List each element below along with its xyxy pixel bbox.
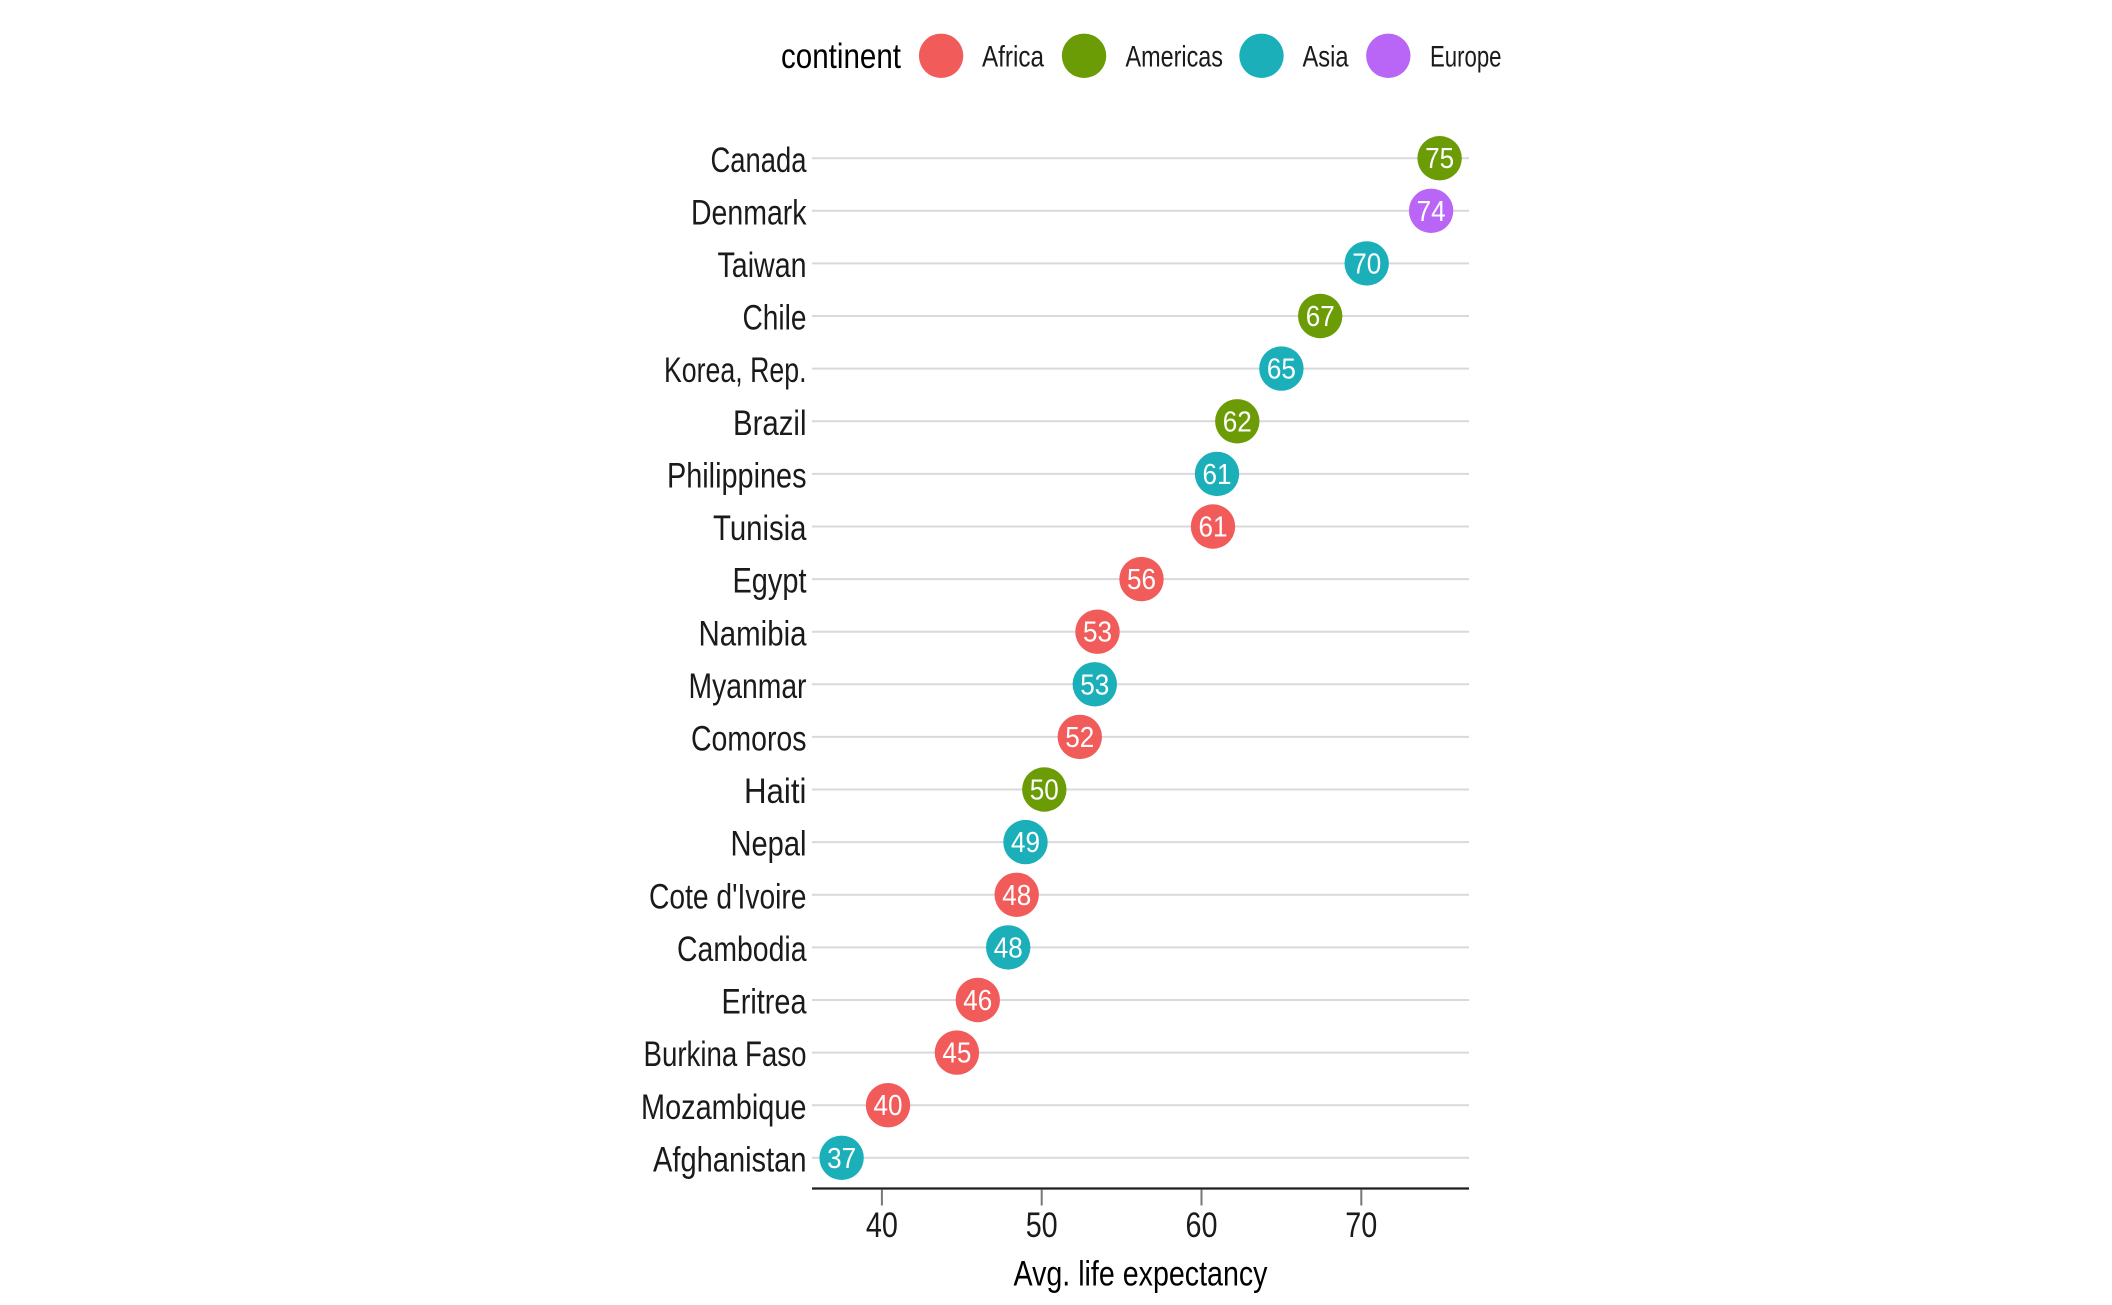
svg-text:Comoros: Comoros bbox=[691, 720, 807, 759]
svg-text:Egypt: Egypt bbox=[733, 562, 807, 601]
svg-text:Eritrea: Eritrea bbox=[722, 983, 807, 1022]
svg-text:37: 37 bbox=[827, 1143, 856, 1175]
svg-text:Cambodia: Cambodia bbox=[677, 930, 807, 969]
svg-text:50: 50 bbox=[1030, 775, 1059, 807]
svg-text:Afghanistan: Afghanistan bbox=[653, 1140, 807, 1179]
svg-text:Europe: Europe bbox=[1430, 40, 1502, 73]
svg-text:Chile: Chile bbox=[743, 299, 807, 338]
svg-text:Asia: Asia bbox=[1303, 40, 1349, 73]
svg-text:Haiti: Haiti bbox=[744, 772, 807, 811]
svg-text:48: 48 bbox=[1002, 880, 1031, 912]
svg-text:62: 62 bbox=[1223, 406, 1252, 438]
svg-text:Americas: Americas bbox=[1126, 40, 1224, 73]
svg-text:Denmark: Denmark bbox=[691, 193, 807, 232]
svg-text:Cote d'Ivoire: Cote d'Ivoire bbox=[649, 877, 807, 916]
svg-text:70: 70 bbox=[1345, 1206, 1377, 1245]
svg-text:Myanmar: Myanmar bbox=[689, 667, 807, 706]
svg-text:Nepal: Nepal bbox=[731, 825, 807, 864]
svg-text:Canada: Canada bbox=[711, 141, 807, 180]
svg-text:52: 52 bbox=[1065, 722, 1094, 754]
svg-text:continent: continent bbox=[781, 37, 901, 76]
svg-text:67: 67 bbox=[1306, 301, 1335, 333]
svg-text:Philippines: Philippines bbox=[667, 457, 807, 496]
svg-text:46: 46 bbox=[963, 985, 992, 1017]
svg-text:Mozambique: Mozambique bbox=[641, 1088, 807, 1127]
svg-text:Burkina Faso: Burkina Faso bbox=[644, 1035, 807, 1074]
svg-text:75: 75 bbox=[1425, 143, 1454, 175]
svg-text:Brazil: Brazil bbox=[733, 404, 807, 443]
svg-text:60: 60 bbox=[1186, 1206, 1218, 1245]
svg-text:53: 53 bbox=[1083, 617, 1112, 649]
svg-text:50: 50 bbox=[1026, 1206, 1058, 1245]
svg-text:Africa: Africa bbox=[982, 40, 1044, 73]
svg-text:48: 48 bbox=[994, 932, 1023, 964]
svg-text:74: 74 bbox=[1417, 196, 1446, 228]
svg-text:40: 40 bbox=[866, 1206, 898, 1245]
svg-text:Namibia: Namibia bbox=[699, 614, 807, 653]
svg-text:Korea, Rep.: Korea, Rep. bbox=[664, 351, 807, 390]
svg-text:Taiwan: Taiwan bbox=[718, 246, 807, 285]
svg-text:53: 53 bbox=[1080, 669, 1109, 701]
svg-text:Tunisia: Tunisia bbox=[713, 509, 807, 548]
svg-text:Avg. life expectancy: Avg. life expectancy bbox=[1014, 1255, 1268, 1294]
svg-text:65: 65 bbox=[1267, 354, 1296, 386]
svg-text:40: 40 bbox=[874, 1090, 903, 1122]
svg-text:49: 49 bbox=[1011, 827, 1040, 859]
svg-text:61: 61 bbox=[1203, 459, 1232, 491]
svg-text:45: 45 bbox=[942, 1038, 971, 1070]
svg-text:61: 61 bbox=[1199, 512, 1228, 544]
svg-text:70: 70 bbox=[1352, 248, 1381, 280]
svg-text:56: 56 bbox=[1127, 564, 1156, 596]
